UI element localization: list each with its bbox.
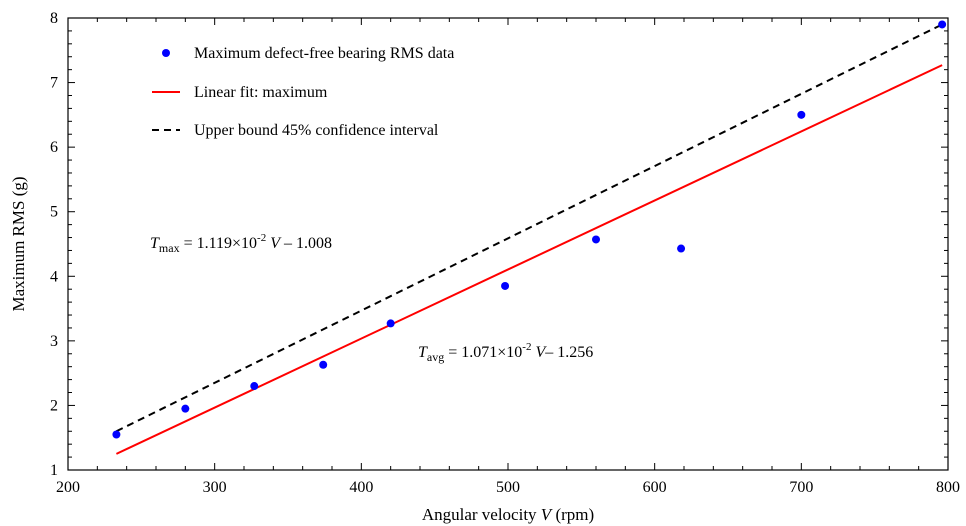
- data-point: [250, 382, 259, 391]
- y-tick-label: 6: [50, 139, 58, 156]
- data-point: [386, 319, 395, 328]
- y-tick-label: 1: [50, 462, 58, 479]
- x-tick-label: 400: [349, 479, 373, 496]
- tmax-equation: Tmax = 1.119×10-2 V – 1.008: [150, 232, 332, 255]
- upper-bound-line: [115, 23, 943, 433]
- y-axis-label: Maximum RMS (g): [9, 176, 28, 311]
- y-tick-label: 7: [50, 75, 58, 92]
- x-axis-label: Angular velocity V (rpm): [422, 505, 594, 524]
- legend-marker-points: [162, 49, 170, 57]
- data-point: [677, 244, 686, 253]
- data-point: [319, 360, 328, 369]
- tavg-equation: Tavg = 1.071×10-2 V– 1.256: [418, 341, 593, 364]
- x-tick-label: 500: [496, 479, 520, 496]
- data-point: [938, 20, 947, 29]
- data-point: [797, 110, 806, 119]
- data-point: [592, 235, 600, 244]
- legend: Maximum defect-free bearing RMS data Lin…: [152, 45, 454, 139]
- data-point: [112, 430, 121, 439]
- y-tick-label: 8: [50, 10, 58, 27]
- legend-label-fit: Linear fit: maximum: [194, 84, 328, 101]
- series-layer: [112, 20, 947, 455]
- y-tick-label: 4: [50, 268, 58, 285]
- x-tick-label: 200: [56, 479, 80, 496]
- legend-label-data: Maximum defect-free bearing RMS data: [194, 45, 454, 62]
- x-tick-label: 600: [643, 479, 667, 496]
- x-tick-label: 800: [936, 479, 960, 496]
- data-point: [501, 281, 510, 290]
- y-tick-label: 5: [50, 204, 58, 221]
- axis-ticks: 200 300 400 500 600 700 800 1 2 3 4 5 6 7 8: [50, 10, 960, 496]
- legend-label-bound: Upper bound 45% confidence interval: [194, 122, 439, 139]
- x-tick-label: 700: [789, 479, 813, 496]
- x-tick-label: 300: [203, 479, 227, 496]
- y-tick-label: 3: [50, 333, 58, 350]
- data-point: [181, 404, 190, 413]
- y-tick-label: 2: [50, 397, 58, 414]
